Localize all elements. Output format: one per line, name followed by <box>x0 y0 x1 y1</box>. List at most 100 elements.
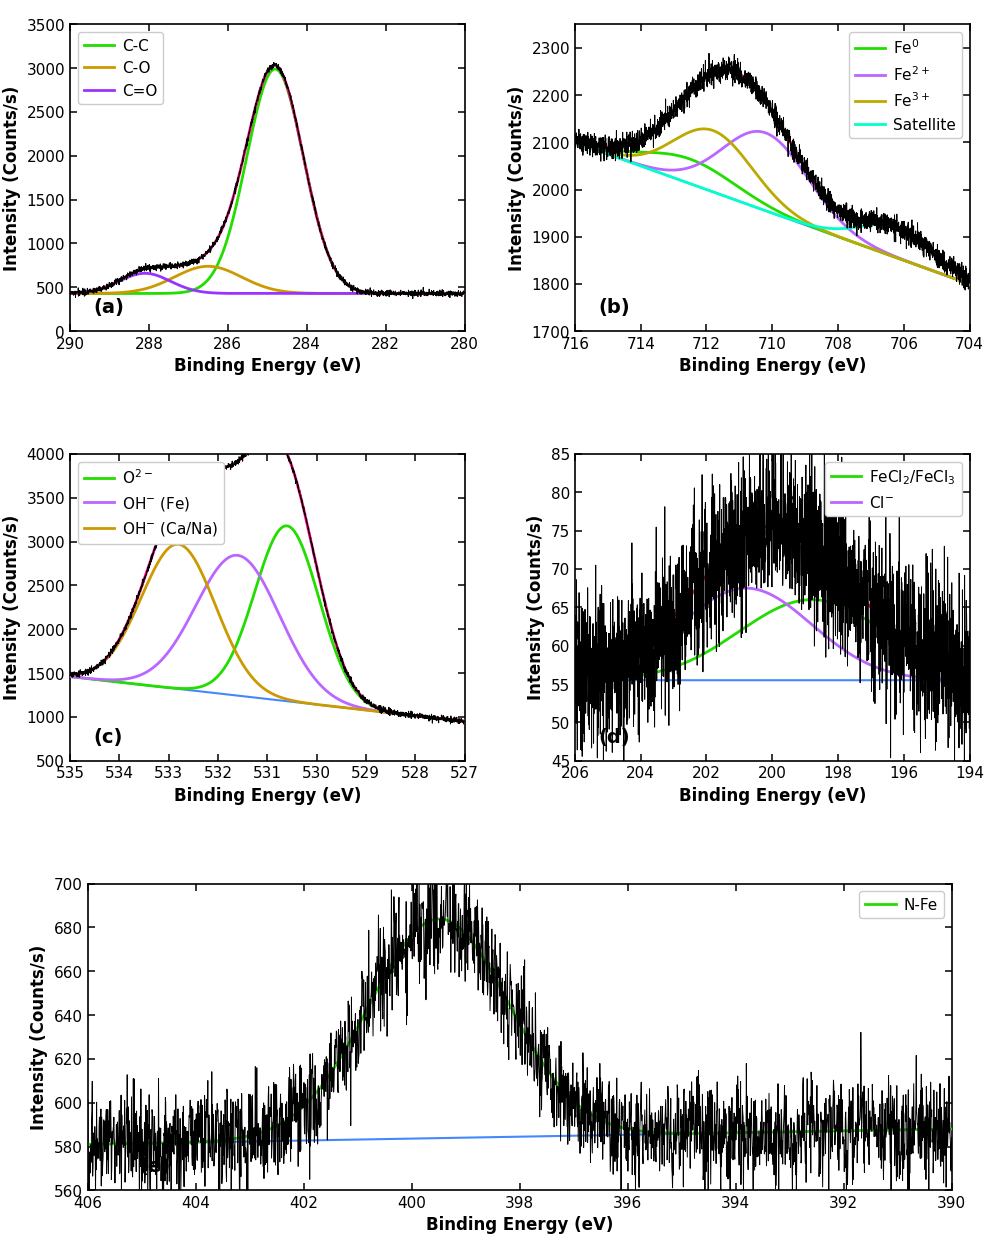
Cl$^{-}$ <box>963 673 975 688</box>
Line: Fe$^{0}$: Fe$^{0}$ <box>574 141 969 284</box>
X-axis label: Binding Energy (eV): Binding Energy (eV) <box>426 1215 613 1234</box>
N-Fe <box>850 1123 862 1138</box>
Fe$^{0}$ <box>629 145 641 160</box>
Fe$^{3+}$ <box>952 273 964 288</box>
O$^{2-}$ <box>267 534 279 549</box>
C=O <box>148 268 160 283</box>
OH$^{-}$ (Fe) <box>75 671 87 686</box>
Text: (c): (c) <box>94 728 123 746</box>
C=O <box>75 285 87 300</box>
Cl$^{-}$ <box>909 670 921 684</box>
O$^{2-}$ <box>439 712 451 727</box>
Fe$^{3+}$ <box>920 262 932 277</box>
Fe$^{2+}$ <box>963 277 975 291</box>
C-O <box>439 286 451 301</box>
N-Fe <box>945 1122 957 1137</box>
Legend: O$^{2-}$, OH$^{-}$ (Fe), OH$^{-}$ (Ca/Na): O$^{2-}$, OH$^{-}$ (Fe), OH$^{-}$ (Ca/Na… <box>78 461 224 544</box>
Line: Cl$^{-}$: Cl$^{-}$ <box>574 589 969 681</box>
C-C <box>64 286 76 301</box>
O$^{2-}$ <box>280 518 292 533</box>
FeCl$_{2}$/FeCl$_{3}$ <box>628 668 640 683</box>
Text: (d): (d) <box>598 728 630 746</box>
C-O <box>277 284 289 299</box>
OH$^{-}$ (Ca/Na) <box>267 687 279 702</box>
Line: Fe$^{2+}$: Fe$^{2+}$ <box>574 131 969 284</box>
OH$^{-}$ (Ca/Na) <box>171 537 183 552</box>
OH$^{-}$ (Fe) <box>459 714 471 729</box>
C-O <box>202 259 214 274</box>
FeCl$_{2}$/FeCl$_{3}$ <box>805 593 817 608</box>
Text: (e): (e) <box>140 1157 171 1176</box>
C=O <box>267 286 279 301</box>
OH$^{-}$ (Fe) <box>64 670 76 684</box>
Fe$^{0}$ <box>784 211 796 226</box>
OH$^{-}$ (Ca/Na) <box>439 712 451 727</box>
N-Fe <box>826 1123 838 1138</box>
Line: OH$^{-}$ (Ca/Na): OH$^{-}$ (Ca/Na) <box>70 544 465 722</box>
Line: OH$^{-}$ (Fe): OH$^{-}$ (Fe) <box>70 556 465 722</box>
N-Fe <box>878 1122 890 1137</box>
Fe$^{0}$ <box>952 273 964 288</box>
Satellite <box>952 265 964 280</box>
OH$^{-}$ (Fe) <box>439 712 451 727</box>
FeCl$_{2}$/FeCl$_{3}$ <box>920 650 932 665</box>
OH$^{-}$ (Fe) <box>277 616 289 631</box>
C-C <box>269 62 281 77</box>
X-axis label: Binding Energy (eV): Binding Energy (eV) <box>678 357 865 374</box>
OH$^{-}$ (Ca/Na) <box>277 691 289 706</box>
Fe$^{0}$ <box>920 262 932 277</box>
C-O <box>64 286 76 301</box>
O$^{2-}$ <box>459 714 471 729</box>
C-C <box>75 286 87 301</box>
Fe$^{3+}$ <box>784 203 796 218</box>
Cl$^{-}$ <box>739 582 751 596</box>
Y-axis label: Intensity (Counts/s): Intensity (Counts/s) <box>507 86 525 270</box>
N-Fe <box>921 1122 933 1137</box>
Cl$^{-}$ <box>628 651 640 666</box>
FeCl$_{2}$/FeCl$_{3}$ <box>933 656 945 671</box>
FeCl$_{2}$/FeCl$_{3}$ <box>963 666 975 681</box>
C=O <box>64 286 76 301</box>
OH$^{-}$ (Fe) <box>230 548 242 563</box>
Cl$^{-}$ <box>920 671 932 686</box>
Cl$^{-}$ <box>568 670 580 684</box>
C-C <box>439 286 451 301</box>
Y-axis label: Intensity (Counts/s): Intensity (Counts/s) <box>30 945 48 1130</box>
N-Fe <box>434 911 446 926</box>
C=O <box>139 267 151 281</box>
Satellite <box>909 231 921 246</box>
Line: O$^{2-}$: O$^{2-}$ <box>70 526 465 722</box>
O$^{2-}$ <box>75 671 87 686</box>
C=O <box>439 286 451 301</box>
OH$^{-}$ (Fe) <box>148 660 160 675</box>
N-Fe <box>82 1137 94 1152</box>
C=O <box>277 286 289 301</box>
Line: C-C: C-C <box>70 69 465 294</box>
OH$^{-}$ (Ca/Na) <box>459 714 471 729</box>
Line: FeCl$_{2}$/FeCl$_{3}$: FeCl$_{2}$/FeCl$_{3}$ <box>574 600 969 680</box>
Text: (a): (a) <box>94 298 125 317</box>
Cl$^{-}$ <box>952 672 964 687</box>
Line: C-O: C-O <box>70 267 465 294</box>
OH$^{-}$ (Fe) <box>267 594 279 609</box>
C=O <box>75 285 87 300</box>
Fe$^{0}$ <box>933 267 945 281</box>
Fe$^{2+}$ <box>909 257 921 272</box>
Cl$^{-}$ <box>933 672 945 687</box>
FeCl$_{2}$/FeCl$_{3}$ <box>909 644 921 658</box>
Line: C=O: C=O <box>70 274 465 294</box>
OH$^{-}$ (Ca/Na) <box>148 563 160 578</box>
Fe$^{2+}$ <box>784 146 796 161</box>
OH$^{-}$ (Ca/Na) <box>75 666 87 681</box>
Satellite <box>933 250 945 265</box>
Fe$^{0}$ <box>909 258 921 273</box>
OH$^{-}$ (Ca/Na) <box>64 667 76 682</box>
Fe$^{2+}$ <box>952 273 964 288</box>
Fe$^{3+}$ <box>933 267 945 281</box>
Fe$^{2+}$ <box>568 135 580 150</box>
Text: (b): (b) <box>598 298 630 317</box>
O$^{2-}$ <box>277 520 289 534</box>
Fe$^{3+}$ <box>697 122 709 136</box>
C-O <box>267 283 279 298</box>
C=O <box>459 286 471 301</box>
